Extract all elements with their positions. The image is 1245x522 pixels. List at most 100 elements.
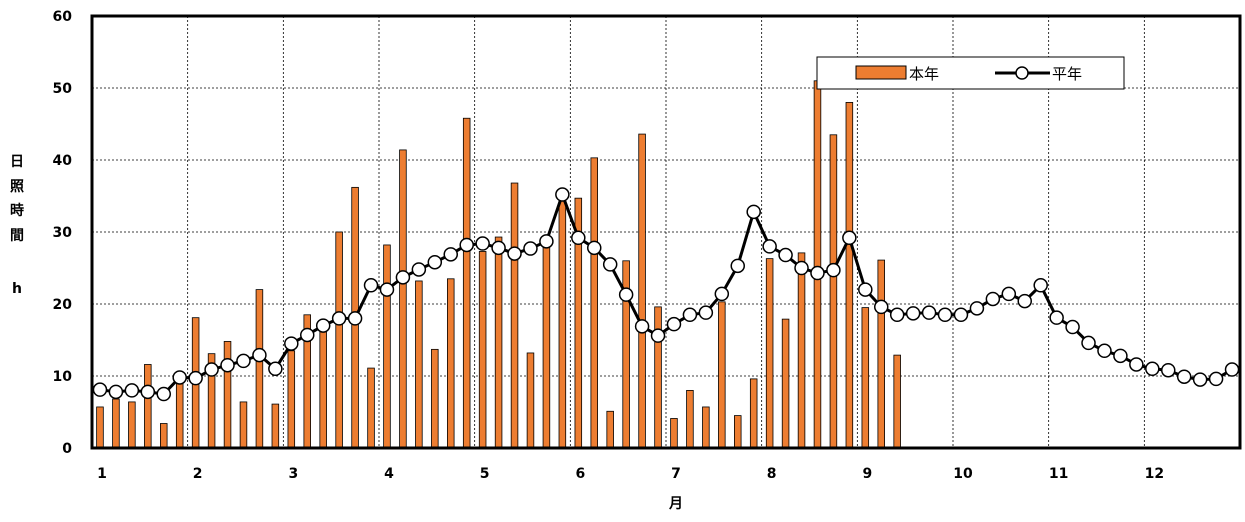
bar-49 — [861, 307, 870, 449]
line-point-19 — [379, 282, 395, 297]
legend-bar-swatch — [855, 65, 907, 80]
line-point-66 — [1129, 357, 1144, 372]
line-point-60 — [1033, 278, 1048, 293]
line-point-6 — [172, 370, 187, 385]
bar-25 — [478, 251, 487, 449]
line-point-57 — [985, 291, 1001, 307]
bar-40 — [718, 301, 726, 449]
bar-3 — [128, 401, 136, 449]
bar-22 — [431, 348, 439, 449]
line-point-3 — [124, 383, 140, 398]
x-tick-label: 2 — [193, 466, 203, 482]
legend: 本年 平年 — [816, 56, 1125, 90]
y-axis-label-char: 間 — [10, 228, 24, 244]
bar-27 — [510, 182, 519, 449]
bar-26 — [494, 236, 503, 449]
bar-2 — [112, 398, 120, 449]
x-tick-label: 6 — [575, 466, 585, 482]
y-axis-label-char: 照 — [10, 179, 24, 195]
bar-42 — [749, 378, 758, 449]
x-tick-label: 8 — [767, 466, 777, 482]
line-point-31 — [571, 230, 586, 246]
bar-35 — [638, 133, 646, 449]
line-point-52 — [905, 306, 921, 321]
x-tick-label: 4 — [384, 466, 394, 482]
bar-21 — [415, 280, 423, 449]
plot-area-frame — [90, 14, 1242, 450]
y-tick-label: 40 — [53, 153, 73, 169]
x-axis-label: 月 — [668, 496, 683, 512]
y-axis-label-char: 時 — [10, 202, 24, 219]
bar-37 — [670, 418, 678, 449]
line-point-70 — [1192, 372, 1208, 387]
line-point-61 — [1049, 310, 1064, 325]
line-point-53 — [921, 305, 937, 320]
line-point-1 — [92, 382, 108, 397]
bar-33 — [606, 410, 614, 449]
line-point-10 — [236, 353, 251, 369]
line-point-39 — [698, 305, 714, 320]
bar-20 — [399, 149, 407, 449]
line-point-71 — [1208, 371, 1224, 387]
line-point-36 — [650, 328, 666, 343]
line-point-67 — [1145, 361, 1160, 377]
line-point-47 — [826, 262, 841, 278]
y-axis-label-char: h — [12, 281, 22, 297]
line-point-59 — [1017, 293, 1032, 309]
bar-series-layer — [96, 80, 901, 449]
bar-39 — [702, 406, 710, 449]
bar-4 — [144, 364, 152, 449]
line-point-24 — [459, 237, 474, 253]
line-point-22 — [427, 254, 443, 270]
x-tick-labels: 1 2 3 4 5 6 7 8 9 10 11 12 — [97, 466, 1164, 482]
line-point-5 — [156, 386, 171, 402]
line-point-4 — [140, 384, 156, 400]
bar-29 — [542, 245, 551, 449]
line-point-65 — [1113, 348, 1128, 364]
line-point-40 — [714, 286, 730, 302]
line-point-27 — [507, 246, 522, 261]
line-point-2 — [108, 384, 124, 400]
line-point-14 — [300, 327, 315, 343]
bar-12 — [271, 403, 280, 449]
bar-38 — [686, 389, 694, 449]
line-point-11 — [252, 347, 267, 363]
y-tick-label: 50 — [53, 81, 73, 97]
line-point-32 — [587, 240, 602, 256]
line-point-34 — [618, 287, 634, 302]
line-point-33 — [602, 257, 618, 272]
x-tick-label: 12 — [1145, 466, 1164, 482]
line-point-29 — [539, 234, 554, 249]
bar-11 — [255, 289, 264, 449]
bar-45 — [797, 252, 806, 449]
line-point-49 — [858, 282, 873, 297]
bar-44 — [781, 318, 790, 449]
bar-36 — [654, 306, 662, 449]
line-point-45 — [794, 260, 809, 276]
legend-line-label: 平年 — [1052, 65, 1082, 83]
line-point-44 — [778, 247, 793, 263]
line-point-7 — [188, 370, 203, 386]
x-tick-label: 11 — [1049, 466, 1068, 482]
bar-15 — [319, 328, 327, 449]
line-point-50 — [874, 299, 889, 315]
line-point-21 — [411, 262, 427, 277]
line-point-46 — [810, 265, 825, 281]
line-point-15 — [315, 318, 331, 333]
bar-30 — [558, 195, 567, 449]
line-point-20 — [395, 270, 411, 285]
line-point-55 — [953, 307, 969, 323]
bar-50 — [877, 259, 885, 449]
line-point-69 — [1176, 369, 1192, 384]
bar-16 — [335, 231, 343, 449]
x-tick-label: 10 — [953, 466, 973, 482]
line-point-30 — [555, 187, 570, 202]
line-point-16 — [331, 311, 347, 326]
line-point-38 — [682, 307, 698, 323]
line-point-43 — [762, 239, 777, 254]
line-point-72 — [1224, 362, 1240, 377]
bar-28 — [526, 352, 535, 449]
